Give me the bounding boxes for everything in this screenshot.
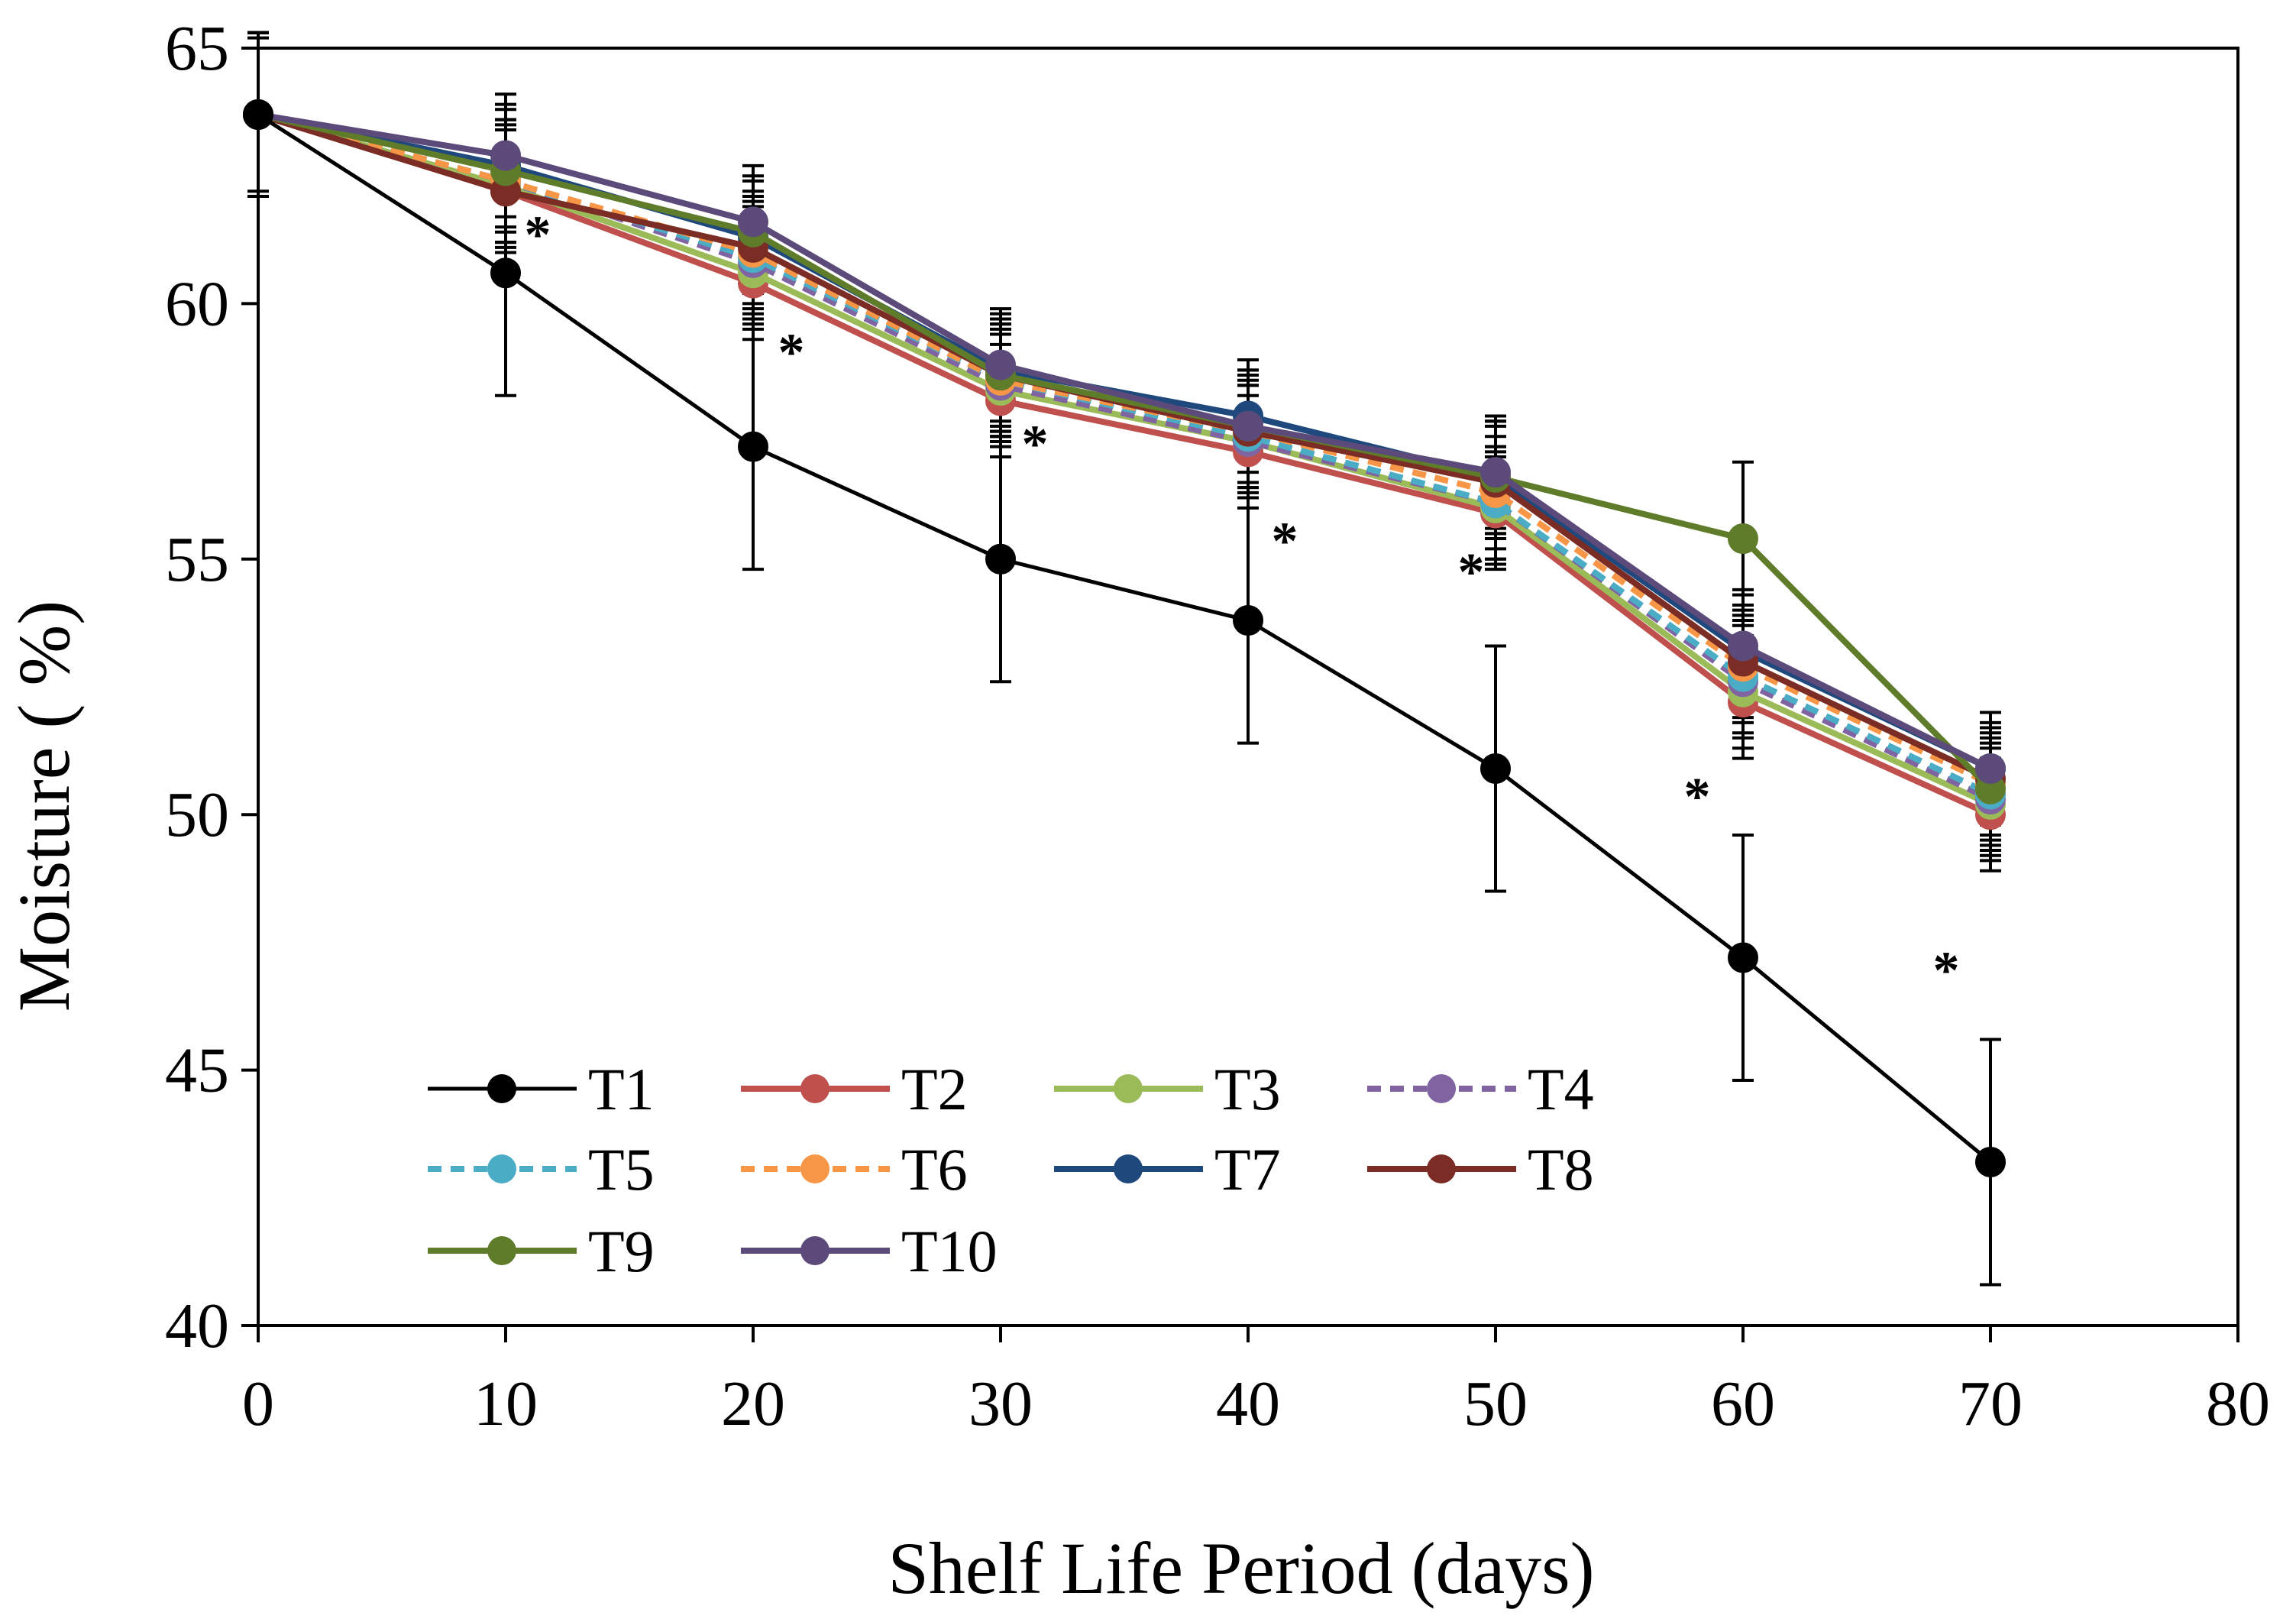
legend-label-t7: T7 <box>1214 1136 1281 1203</box>
data-point-t10-x60 <box>1728 630 1758 662</box>
y-tick-label-45: 45 <box>165 1035 229 1106</box>
x-tick-label-60: 60 <box>1711 1368 1775 1439</box>
series-line-t2 <box>257 112 1992 817</box>
data-point-t10-x20 <box>738 206 768 238</box>
data-point-t1-x20 <box>738 431 768 462</box>
series-t2 <box>243 99 2006 830</box>
significance-marker-x20: * <box>778 323 805 382</box>
y-tick-label-65: 65 <box>165 13 229 84</box>
data-point-t1-x60 <box>1728 942 1758 973</box>
legend-marker-t4 <box>1427 1074 1456 1103</box>
x-tick-label-50: 50 <box>1463 1368 1528 1439</box>
data-point-t1-x30 <box>985 543 1016 575</box>
legend: T1 T2 T3 T4 T5 T6 T7 T8 T9 T10 <box>428 1056 1594 1284</box>
legend-marker-t7 <box>1114 1154 1143 1183</box>
legend-item-t1: T1 <box>428 1056 655 1122</box>
x-tick-label-70: 70 <box>1958 1368 2023 1439</box>
legend-marker-t2 <box>800 1074 829 1103</box>
y-tick-label-50: 50 <box>165 779 229 850</box>
x-tick-label-80: 80 <box>2206 1368 2270 1439</box>
series-layer <box>243 99 2006 1177</box>
axes-layer: 40 45 50 55 60 65 0 10 20 30 40 50 60 70 80 <box>165 13 2270 1439</box>
x-tick-label-40: 40 <box>1216 1368 1280 1439</box>
legend-marker-t9 <box>487 1236 516 1265</box>
data-point-t1-x10 <box>490 257 521 289</box>
x-tick-label-30: 30 <box>969 1368 1033 1439</box>
significance-marker-x60: * <box>1684 768 1711 827</box>
legend-label-t6: T6 <box>901 1136 968 1203</box>
legend-item-t10: T10 <box>741 1218 998 1284</box>
significance-marker-x50: * <box>1458 543 1485 602</box>
y-tick-label-60: 60 <box>165 268 229 339</box>
data-point-t10-x40 <box>1233 410 1263 442</box>
legend-label-t8: T8 <box>1528 1136 1594 1203</box>
legend-item-t4: T4 <box>1367 1056 1594 1122</box>
x-axis-title: Shelf Life Period (days) <box>888 1527 1594 1609</box>
data-point-t10-x50 <box>1480 457 1511 488</box>
legend-label-t1: T1 <box>588 1056 655 1122</box>
data-point-t1-x70 <box>1975 1146 2006 1177</box>
legend-item-t9: T9 <box>428 1218 655 1284</box>
significance-markers-layer: * * * * * * * <box>525 206 1960 1000</box>
legend-marker-t8 <box>1427 1154 1456 1183</box>
legend-item-t2: T2 <box>741 1056 968 1122</box>
legend-label-t5: T5 <box>588 1136 655 1203</box>
legend-label-t9: T9 <box>588 1218 655 1284</box>
data-point-t10-x10 <box>490 140 521 171</box>
legend-marker-t5 <box>487 1154 516 1183</box>
data-point-t9-x60 <box>1728 523 1758 555</box>
legend-label-t4: T4 <box>1528 1056 1594 1122</box>
data-point-t10-x30 <box>985 349 1016 380</box>
series-t1 <box>243 99 2006 1177</box>
y-axis-title: Moisture ( %) <box>3 601 85 1012</box>
series-line-t1 <box>257 112 1992 1164</box>
significance-marker-x70: * <box>1933 942 1960 1001</box>
legend-label-t10: T10 <box>901 1218 998 1284</box>
legend-label-t2: T2 <box>901 1056 968 1122</box>
series-line-t10 <box>257 111 1992 772</box>
x-tick-label-0: 0 <box>242 1368 274 1439</box>
significance-marker-x40: * <box>1272 513 1298 571</box>
legend-item-t7: T7 <box>1054 1136 1281 1203</box>
legend-label-t3: T3 <box>1214 1056 1281 1122</box>
x-tick-label-10: 10 <box>474 1368 538 1439</box>
data-point-t10-x70 <box>1975 753 2006 785</box>
data-point-t1-x40 <box>1233 605 1263 636</box>
legend-item-t6: T6 <box>741 1136 968 1203</box>
y-tick-label-40: 40 <box>165 1290 229 1361</box>
legend-marker-t10 <box>800 1236 829 1265</box>
data-point-t1-x0 <box>243 99 273 130</box>
legend-marker-t3 <box>1114 1074 1143 1103</box>
significance-marker-x30: * <box>1022 416 1049 474</box>
legend-item-t3: T3 <box>1054 1056 1281 1122</box>
legend-marker-t1 <box>487 1074 516 1103</box>
legend-item-t8: T8 <box>1367 1136 1594 1203</box>
legend-marker-t6 <box>800 1154 829 1183</box>
x-tick-label-20: 20 <box>721 1368 785 1439</box>
legend-item-t5: T5 <box>428 1136 655 1203</box>
data-point-t1-x50 <box>1480 753 1511 785</box>
series-line-t9 <box>257 112 1993 792</box>
significance-marker-x10: * <box>525 206 551 264</box>
y-tick-label-55: 55 <box>165 524 229 595</box>
